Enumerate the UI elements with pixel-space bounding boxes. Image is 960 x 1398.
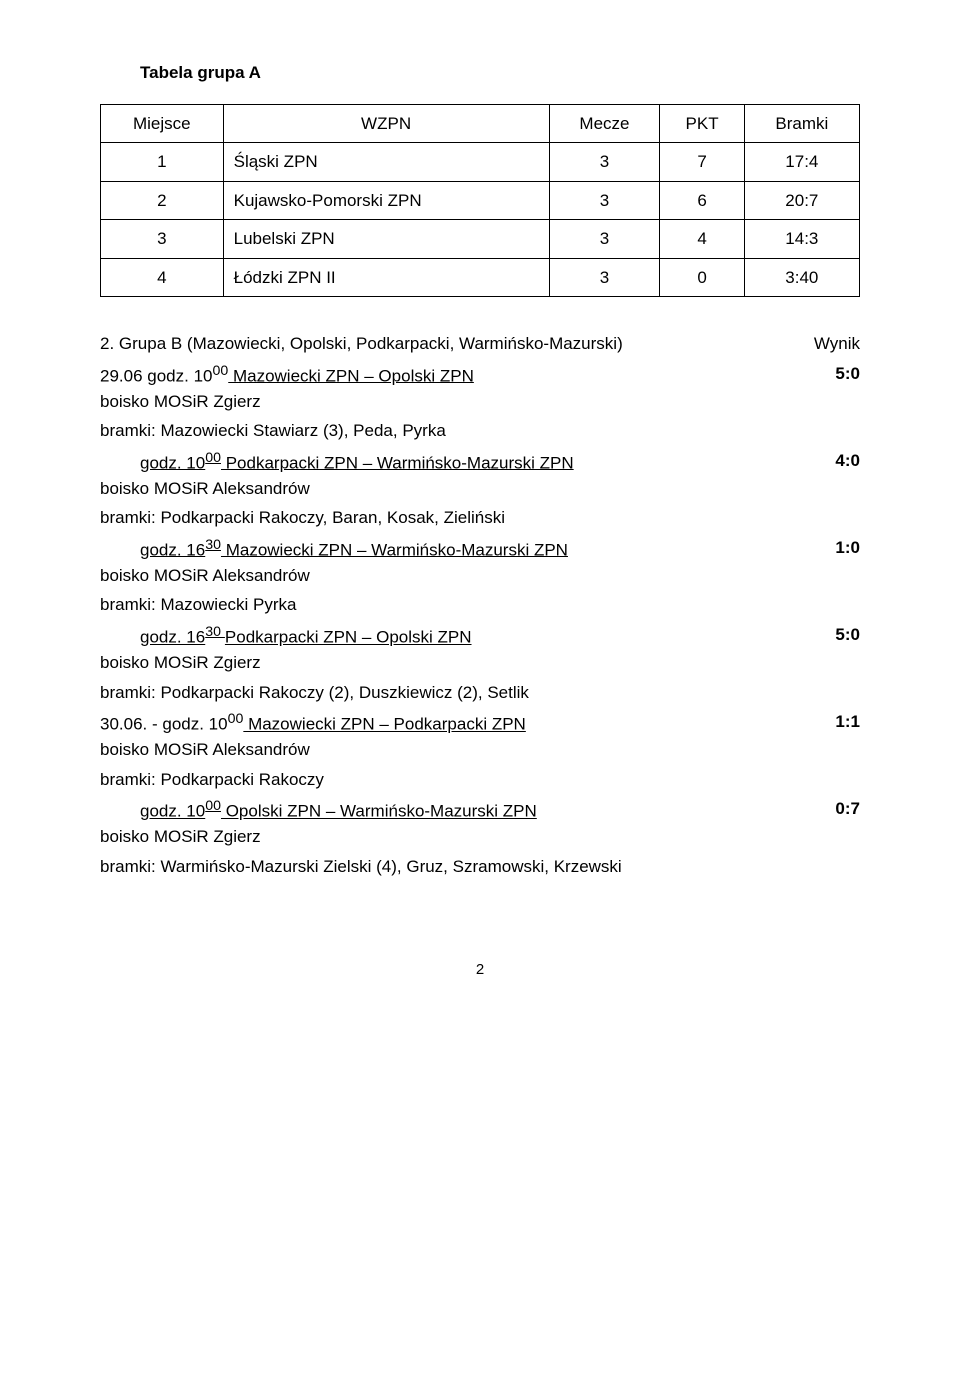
- match-scorers: bramki: Podkarpacki Rakoczy: [100, 767, 860, 793]
- match-venue: boisko MOSiR Aleksandrów: [100, 476, 860, 502]
- page-number: 2: [100, 959, 860, 982]
- match-score: 0:7: [835, 796, 860, 824]
- table-row: 3Lubelski ZPN3414:3: [101, 220, 860, 259]
- table-cell: 3: [549, 181, 660, 220]
- match-header: 29.06 godz. 1000 Mazowiecki ZPN – Opolsk…: [100, 361, 860, 389]
- col-bramki: Bramki: [744, 104, 859, 143]
- table-row: 1Śląski ZPN3717:4: [101, 143, 860, 182]
- table-cell: Łódzki ZPN II: [223, 258, 549, 297]
- table-cell: 3:40: [744, 258, 859, 297]
- match-scorers: bramki: Warmińsko-Mazurski Zielski (4), …: [100, 854, 860, 880]
- col-pkt: PKT: [660, 104, 744, 143]
- section-heading-row: 2. Grupa B (Mazowiecki, Opolski, Podkarp…: [100, 331, 860, 357]
- match-header: 30.06. - godz. 1000 Mazowiecki ZPN – Pod…: [100, 709, 860, 737]
- table-row: 4Łódzki ZPN II303:40: [101, 258, 860, 297]
- match-venue: boisko MOSiR Zgierz: [100, 824, 860, 850]
- match-line: 30.06. - godz. 1000 Mazowiecki ZPN – Pod…: [100, 709, 526, 737]
- table-cell: 3: [549, 143, 660, 182]
- table-cell: 0: [660, 258, 744, 297]
- match-score: 1:0: [835, 535, 860, 563]
- table-cell: Lubelski ZPN: [223, 220, 549, 259]
- match-line: godz. 1000 Podkarpacki ZPN – Warmińsko-M…: [140, 448, 574, 476]
- match-block: godz. 1000 Opolski ZPN – Warmińsko-Mazur…: [100, 796, 860, 879]
- match-venue: boisko MOSiR Aleksandrów: [100, 563, 860, 589]
- match-venue: boisko MOSiR Aleksandrów: [100, 737, 860, 763]
- match-score: 5:0: [835, 361, 860, 389]
- standings-table: Miejsce WZPN Mecze PKT Bramki 1Śląski ZP…: [100, 104, 860, 298]
- table-cell: 6: [660, 181, 744, 220]
- col-miejsce: Miejsce: [101, 104, 224, 143]
- table-cell: Kujawsko-Pomorski ZPN: [223, 181, 549, 220]
- table-cell: 17:4: [744, 143, 859, 182]
- match-header: godz. 1630 Podkarpacki ZPN – Opolski ZPN…: [100, 622, 860, 650]
- match-line: godz. 1630 Podkarpacki ZPN – Opolski ZPN: [140, 622, 472, 650]
- match-header: godz. 1000 Opolski ZPN – Warmińsko-Mazur…: [100, 796, 860, 824]
- match-scorers: bramki: Mazowiecki Stawiarz (3), Peda, P…: [100, 418, 860, 444]
- match-block: 29.06 godz. 1000 Mazowiecki ZPN – Opolsk…: [100, 361, 860, 444]
- match-scorers: bramki: Mazowiecki Pyrka: [100, 592, 860, 618]
- table-cell: 14:3: [744, 220, 859, 259]
- result-label: Wynik: [814, 331, 860, 357]
- match-score: 5:0: [835, 622, 860, 650]
- match-block: 30.06. - godz. 1000 Mazowiecki ZPN – Pod…: [100, 709, 860, 792]
- col-mecze: Mecze: [549, 104, 660, 143]
- match-header: godz. 1630 Mazowiecki ZPN – Warmińsko-Ma…: [100, 535, 860, 563]
- table-cell: 4: [660, 220, 744, 259]
- table-cell: 20:7: [744, 181, 859, 220]
- match-venue: boisko MOSiR Zgierz: [100, 650, 860, 676]
- match-header: godz. 1000 Podkarpacki ZPN – Warmińsko-M…: [100, 448, 860, 476]
- table-cell: 3: [101, 220, 224, 259]
- table-cell: 3: [549, 258, 660, 297]
- match-line: 29.06 godz. 1000 Mazowiecki ZPN – Opolsk…: [100, 361, 474, 389]
- table-cell: 3: [549, 220, 660, 259]
- table-cell: 1: [101, 143, 224, 182]
- col-wzpn: WZPN: [223, 104, 549, 143]
- table-header-row: Miejsce WZPN Mecze PKT Bramki: [101, 104, 860, 143]
- match-line: godz. 1000 Opolski ZPN – Warmińsko-Mazur…: [140, 796, 537, 824]
- match-block: godz. 1000 Podkarpacki ZPN – Warmińsko-M…: [100, 448, 860, 531]
- section-heading: 2. Grupa B (Mazowiecki, Opolski, Podkarp…: [100, 331, 623, 357]
- table-cell: 7: [660, 143, 744, 182]
- match-venue: boisko MOSiR Zgierz: [100, 389, 860, 415]
- table-cell: 2: [101, 181, 224, 220]
- match-line: godz. 1630 Mazowiecki ZPN – Warmińsko-Ma…: [140, 535, 568, 563]
- match-block: godz. 1630 Podkarpacki ZPN – Opolski ZPN…: [100, 622, 860, 705]
- match-scorers: bramki: Podkarpacki Rakoczy (2), Duszkie…: [100, 680, 860, 706]
- match-block: godz. 1630 Mazowiecki ZPN – Warmińsko-Ma…: [100, 535, 860, 618]
- table-cell: 4: [101, 258, 224, 297]
- table-cell: Śląski ZPN: [223, 143, 549, 182]
- match-scorers: bramki: Podkarpacki Rakoczy, Baran, Kosa…: [100, 505, 860, 531]
- table-row: 2Kujawsko-Pomorski ZPN3620:7: [101, 181, 860, 220]
- table-title: Tabela grupa A: [140, 60, 860, 86]
- match-score: 1:1: [835, 709, 860, 737]
- match-score: 4:0: [835, 448, 860, 476]
